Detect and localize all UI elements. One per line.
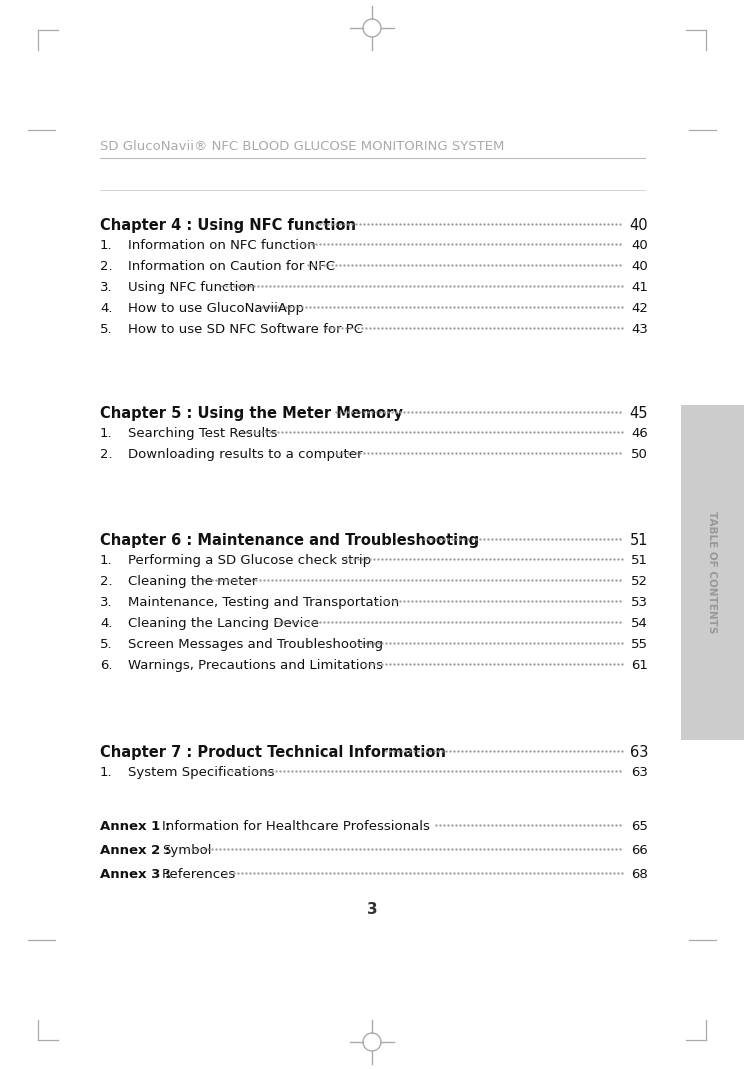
Text: 2.: 2. <box>100 575 112 588</box>
Text: 5.: 5. <box>100 638 112 651</box>
Text: 3.: 3. <box>100 281 112 294</box>
Text: Symbol: Symbol <box>162 845 211 857</box>
Text: System Specifications: System Specifications <box>128 766 275 779</box>
Text: Screen Messages and Troubleshooting: Screen Messages and Troubleshooting <box>128 638 383 651</box>
Text: Performing a SD Glucose check strip: Performing a SD Glucose check strip <box>128 554 371 567</box>
Text: 40: 40 <box>631 239 648 252</box>
Text: 63: 63 <box>631 766 648 779</box>
Text: Chapter 7 : Product Technical Information: Chapter 7 : Product Technical Informatio… <box>100 745 446 760</box>
Text: 41: 41 <box>631 281 648 294</box>
Text: Annex 2 :: Annex 2 : <box>100 845 170 857</box>
Text: 4.: 4. <box>100 303 112 315</box>
Text: Warnings, Precautions and Limitations: Warnings, Precautions and Limitations <box>128 659 383 672</box>
Text: 5.: 5. <box>100 323 112 336</box>
Text: TABLE OF CONTENTS: TABLE OF CONTENTS <box>707 511 717 634</box>
Text: 54: 54 <box>631 617 648 630</box>
Text: Chapter 5 : Using the Meter Memory: Chapter 5 : Using the Meter Memory <box>100 406 403 421</box>
Text: 1.: 1. <box>100 239 112 252</box>
Text: Searching Test Results: Searching Test Results <box>128 427 278 440</box>
Text: 4.: 4. <box>100 617 112 630</box>
Text: SD GlucoNavii® NFC BLOOD GLUCOSE MONITORING SYSTEM: SD GlucoNavii® NFC BLOOD GLUCOSE MONITOR… <box>100 140 504 153</box>
Text: 50: 50 <box>631 448 648 461</box>
Text: 45: 45 <box>629 406 648 421</box>
Text: Cleaning the Lancing Device: Cleaning the Lancing Device <box>128 617 319 630</box>
Text: 66: 66 <box>631 845 648 857</box>
Text: 40: 40 <box>629 218 648 233</box>
Text: 43: 43 <box>631 323 648 336</box>
Text: 46: 46 <box>631 427 648 440</box>
Text: 6.: 6. <box>100 659 112 672</box>
Text: Chapter 4 : Using NFC function: Chapter 4 : Using NFC function <box>100 218 356 233</box>
Bar <box>681 405 744 740</box>
Text: How to use SD NFC Software for PC: How to use SD NFC Software for PC <box>128 323 363 336</box>
Text: 40: 40 <box>631 260 648 273</box>
Text: 3.: 3. <box>100 597 112 609</box>
Text: References: References <box>162 868 237 881</box>
Text: 1.: 1. <box>100 766 112 779</box>
Text: 42: 42 <box>631 303 648 315</box>
Text: 63: 63 <box>629 745 648 760</box>
Text: 53: 53 <box>631 597 648 609</box>
Text: Annex 1 :: Annex 1 : <box>100 820 170 833</box>
Text: Maintenance, Testing and Transportation: Maintenance, Testing and Transportation <box>128 597 400 609</box>
Text: Chapter 6 : Maintenance and Troubleshooting: Chapter 6 : Maintenance and Troubleshoot… <box>100 533 479 548</box>
Text: Cleaning the meter: Cleaning the meter <box>128 575 257 588</box>
Text: 52: 52 <box>631 575 648 588</box>
Text: Downloading results to a computer: Downloading results to a computer <box>128 448 362 461</box>
Text: Using NFC function: Using NFC function <box>128 281 255 294</box>
Text: Information on NFC function: Information on NFC function <box>128 239 315 252</box>
Text: How to use GlucoNaviiApp: How to use GlucoNaviiApp <box>128 303 304 315</box>
Text: 55: 55 <box>631 638 648 651</box>
Text: 3: 3 <box>367 902 377 917</box>
Text: 68: 68 <box>631 868 648 881</box>
Text: 51: 51 <box>631 554 648 567</box>
Text: Annex 3 :: Annex 3 : <box>100 868 170 881</box>
Text: 2.: 2. <box>100 448 112 461</box>
Text: 65: 65 <box>631 820 648 833</box>
Text: Information for Healthcare Professionals: Information for Healthcare Professionals <box>162 820 430 833</box>
Text: 61: 61 <box>631 659 648 672</box>
Text: 2.: 2. <box>100 260 112 273</box>
Text: Information on Caution for NFC: Information on Caution for NFC <box>128 260 335 273</box>
Text: 1.: 1. <box>100 427 112 440</box>
Text: 51: 51 <box>629 533 648 548</box>
Text: 1.: 1. <box>100 554 112 567</box>
